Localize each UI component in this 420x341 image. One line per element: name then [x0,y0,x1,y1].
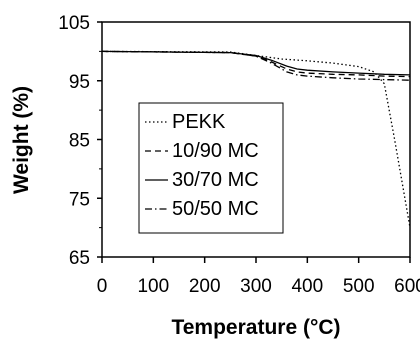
y-tick-label: 75 [69,189,90,210]
series-line-50-50-mc [101,50,411,81]
series-lines [101,50,411,228]
x-tick-label: 200 [189,276,221,297]
legend-label-50-50-mc: 50/50 MC [172,198,259,220]
y-tick-label: 105 [58,13,90,34]
x-tick-label: 100 [137,276,169,297]
x-tick-label: 400 [291,276,323,297]
y-axis-title: Weight (%) [10,86,33,194]
legend-label-10-90-mc: 10/90 MC [172,140,259,162]
x-tick-label: 0 [97,276,108,297]
x-tick-label: 500 [343,276,375,297]
x-tick-label: 300 [240,276,272,297]
series-line-pekk [101,50,411,228]
y-tick-label: 85 [69,131,90,152]
y-tick-label: 65 [69,248,90,269]
legend: PEKK 10/90 MC 30/70 MC 50/50 MC [138,102,284,234]
axes: 65 75 85 95 105 0 100 200 300 400 500 600 [58,13,420,297]
x-tick-label: 600 [394,276,420,297]
x-axis-title: Temperature (°C) [171,316,340,339]
legend-box [138,102,284,234]
legend-label-30-70-mc: 30/70 MC [172,169,259,191]
series-line-30-70-mc [101,50,411,76]
y-tick-label: 95 [69,72,90,93]
legend-label-pekk: PEKK [172,111,226,133]
